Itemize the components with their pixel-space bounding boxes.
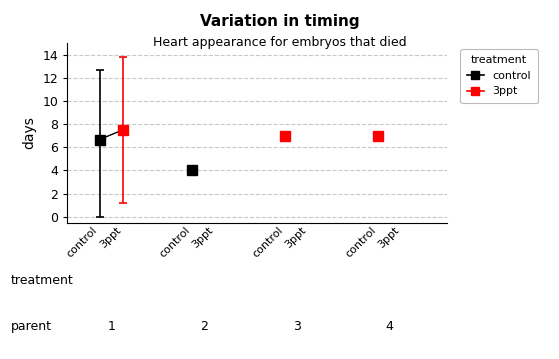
Text: 1: 1 <box>107 320 115 333</box>
Text: parent: parent <box>11 320 52 333</box>
Text: Variation in timing: Variation in timing <box>200 14 359 29</box>
Text: 4: 4 <box>385 320 393 333</box>
Text: Heart appearance for embryos that died: Heart appearance for embryos that died <box>153 36 406 49</box>
Text: 3: 3 <box>292 320 301 333</box>
Y-axis label: days: days <box>22 116 37 149</box>
Text: 2: 2 <box>200 320 208 333</box>
Legend: control, 3ppt: control, 3ppt <box>461 48 538 103</box>
Text: treatment: treatment <box>11 274 74 286</box>
